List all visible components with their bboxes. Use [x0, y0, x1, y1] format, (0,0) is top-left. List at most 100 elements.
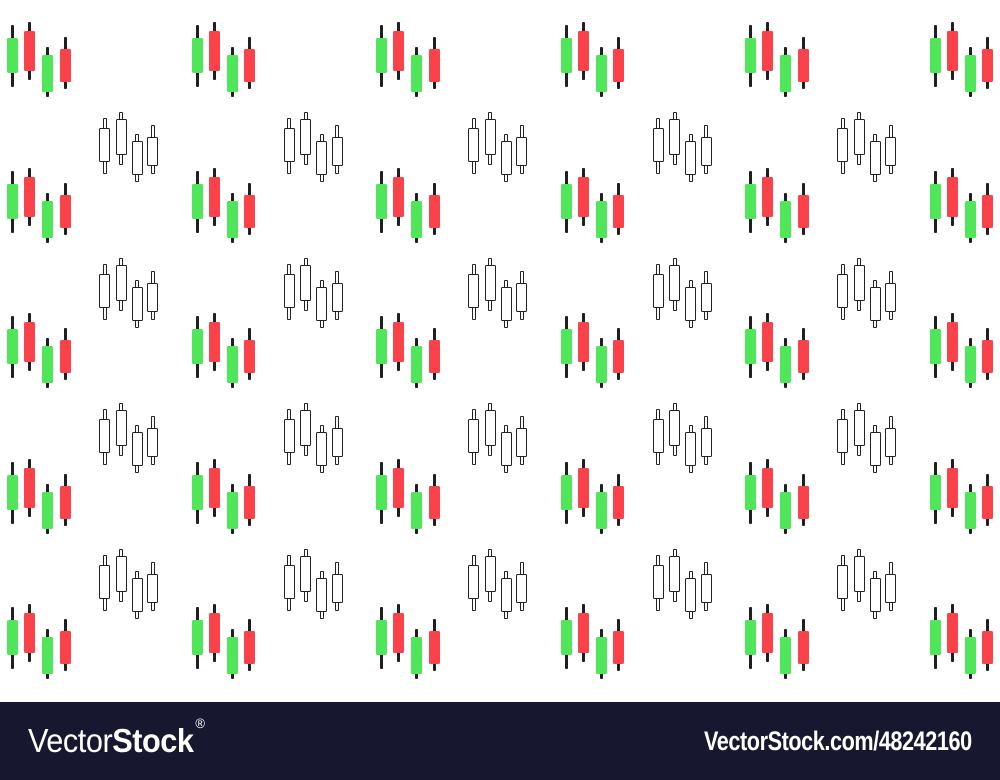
- neutral-candle-body: [283, 128, 295, 162]
- bearish-candle-body: [946, 176, 958, 217]
- bearish-candle-body: [24, 176, 35, 217]
- neutral-candle-body: [837, 273, 848, 308]
- bearish-candle-body: [946, 31, 958, 71]
- bullish-candle-body: [929, 620, 941, 655]
- bearish-candle-body: [797, 631, 809, 664]
- bearish-candle-body: [577, 613, 589, 653]
- neutral-candle-body: [99, 419, 110, 453]
- bullish-candle-body: [42, 637, 53, 674]
- neutral-candle-body: [147, 282, 158, 312]
- bullish-candle-body: [226, 200, 238, 238]
- bullish-candle-body: [595, 637, 607, 674]
- bullish-candle-body: [560, 620, 572, 655]
- bullish-candle-body: [745, 474, 756, 510]
- bullish-candle-body: [964, 491, 976, 529]
- neutral-candle-body: [652, 128, 664, 162]
- neutral-candle-body: [115, 410, 127, 446]
- bullish-candle-body: [42, 55, 53, 92]
- neutral-candle-body: [500, 432, 512, 466]
- neutral-candle-body: [652, 273, 664, 308]
- bearish-candle-body: [428, 49, 440, 82]
- bullish-candle-body: [780, 55, 791, 92]
- bullish-candle-body: [780, 200, 791, 238]
- bullish-candle-body: [411, 200, 422, 238]
- bearish-candle-body: [244, 49, 255, 82]
- bullish-candle-body: [7, 329, 18, 364]
- bullish-candle-body: [745, 38, 756, 73]
- neutral-candle-body: [500, 141, 512, 175]
- neutral-candle-body: [500, 286, 512, 321]
- neutral-candle-body: [700, 282, 712, 312]
- bullish-candle-body: [411, 491, 422, 529]
- vectorstock-logo: VectorStock ®: [28, 715, 205, 760]
- bullish-candle-body: [745, 620, 756, 655]
- neutral-candle-body: [685, 286, 696, 321]
- bearish-candle-body: [208, 467, 220, 508]
- neutral-candle-body: [331, 137, 343, 166]
- neutral-candle-body: [837, 564, 848, 599]
- bullish-candle-body: [7, 474, 18, 510]
- neutral-candle-body: [300, 264, 311, 301]
- bullish-candle-body: [226, 346, 238, 383]
- bearish-candle-body: [946, 467, 958, 508]
- neutral-candle-body: [147, 573, 158, 603]
- bullish-candle-body: [595, 200, 607, 238]
- neutral-candle-body: [484, 555, 496, 592]
- bullish-candle-body: [560, 329, 572, 364]
- neutral-candle-body: [283, 273, 295, 308]
- neutral-candle-body: [885, 282, 896, 312]
- bearish-candle-body: [24, 467, 35, 508]
- logo-text-vector: Vector: [28, 722, 113, 759]
- neutral-candle-body: [468, 419, 479, 453]
- bearish-candle-body: [982, 194, 993, 228]
- bearish-candle-body: [59, 631, 71, 664]
- bullish-candle-body: [411, 637, 422, 674]
- neutral-candle-body: [316, 432, 327, 466]
- bearish-candle-body: [982, 485, 993, 519]
- neutral-candle-body: [853, 555, 865, 592]
- bullish-candle-body: [226, 55, 238, 92]
- neutral-candle-body: [115, 119, 127, 155]
- bearish-candle-body: [613, 631, 624, 664]
- bearish-candle-body: [797, 194, 809, 228]
- neutral-candle-body: [131, 141, 143, 175]
- neutral-candle-body: [99, 564, 110, 599]
- bullish-candle-body: [376, 620, 387, 655]
- neutral-candle-body: [700, 573, 712, 603]
- neutral-candle-body: [316, 141, 327, 175]
- neutral-candle-body: [500, 577, 512, 612]
- neutral-candle-body: [869, 141, 881, 175]
- bearish-candle-body: [428, 194, 440, 228]
- bearish-candle-body: [982, 49, 993, 82]
- bearish-candle-body: [208, 31, 220, 71]
- bullish-candle-body: [560, 474, 572, 510]
- neutral-candle-body: [853, 119, 865, 155]
- bullish-candle-body: [376, 183, 387, 219]
- neutral-candle-body: [131, 286, 143, 321]
- bearish-candle-body: [577, 467, 589, 508]
- bearish-candle-body: [762, 613, 773, 653]
- bullish-candle-body: [376, 474, 387, 510]
- bearish-candle-body: [208, 322, 220, 362]
- bearish-candle-body: [59, 49, 71, 82]
- bearish-candle-body: [24, 613, 35, 653]
- neutral-candle-body: [869, 432, 881, 466]
- bullish-candle-body: [191, 474, 203, 510]
- bearish-candle-body: [428, 340, 440, 373]
- neutral-candle-body: [131, 577, 143, 612]
- bullish-candle-body: [595, 491, 607, 529]
- bearish-candle-body: [982, 340, 993, 373]
- bullish-candle-body: [7, 38, 18, 73]
- bullish-candle-body: [929, 474, 941, 510]
- neutral-candle-body: [837, 128, 848, 162]
- bearish-candle-body: [428, 485, 440, 519]
- bearish-candle-body: [982, 631, 993, 664]
- bearish-candle-body: [577, 176, 589, 217]
- bearish-candle-body: [762, 322, 773, 362]
- neutral-candle-body: [853, 410, 865, 446]
- bearish-candle-body: [393, 176, 404, 217]
- bullish-candle-body: [7, 183, 18, 219]
- bullish-candle-body: [745, 329, 756, 364]
- neutral-candle-body: [283, 564, 295, 599]
- bearish-candle-body: [24, 322, 35, 362]
